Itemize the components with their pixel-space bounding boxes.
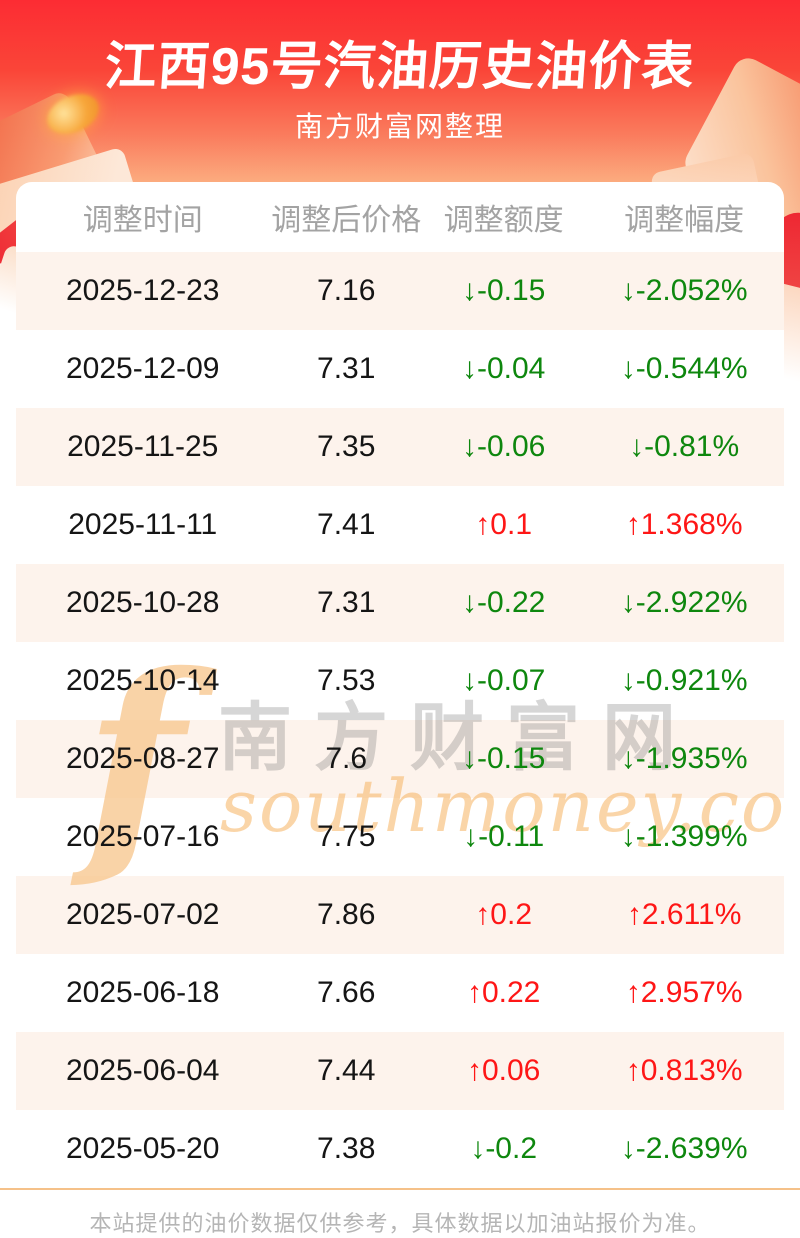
table-row: 2025-10-28 7.31 ↓-0.22 ↓-2.922% [16, 564, 784, 642]
adjust-date-cell: 2025-07-02 [65, 898, 220, 931]
price-cell: 7.44 [317, 1054, 376, 1087]
change-amount-cell: ↑0.22 [466, 976, 541, 1009]
table-row: 2025-06-18 7.66 ↑0.22 ↑2.957% [16, 954, 784, 1032]
change-percent-cell: ↓-2.922% [620, 586, 748, 619]
price-cell: 7.31 [317, 352, 376, 385]
table-row: 2025-12-23 7.16 ↓-0.15 ↓-2.052% [16, 252, 784, 330]
adjust-date-cell: 2025-06-18 [65, 976, 220, 1009]
column-header-adjust-time: 调整时间 [82, 204, 203, 237]
table-header-row: 调整时间 调整后价格 调整额度 调整幅度 [16, 182, 784, 252]
price-cell: 7.53 [317, 664, 376, 697]
page-title: 江西95号汽油历史油价表 [102, 38, 697, 96]
price-cell: 7.6 [325, 742, 368, 775]
change-amount-cell: ↓-0.07 [461, 664, 546, 697]
price-cell: 7.86 [317, 898, 376, 931]
change-amount-cell: ↓-0.04 [461, 352, 546, 385]
column-header-adjusted-price: 调整后价格 [271, 204, 422, 237]
footer-divider [0, 1188, 800, 1190]
adjust-date-cell: 2025-08-27 [65, 742, 220, 775]
adjust-date-cell: 2025-12-23 [65, 274, 220, 307]
page-subtitle: 南方财富网整理 [294, 111, 505, 142]
change-amount-cell: ↑0.2 [475, 898, 533, 931]
change-percent-cell: ↑2.611% [626, 898, 742, 931]
table-row: 2025-12-09 7.31 ↓-0.04 ↓-0.544% [16, 330, 784, 408]
table-row: 2025-10-14 7.53 ↓-0.07 ↓-0.921% [16, 642, 784, 720]
price-cell: 7.66 [317, 976, 376, 1009]
change-percent-cell: ↑1.368% [625, 508, 743, 541]
table-row: 2025-08-27 7.6 ↓-0.15 ↓-1.935% [16, 720, 784, 798]
adjust-date-cell: 2025-12-09 [65, 352, 220, 385]
footer: 本站提供的油价数据仅供参考，具体数据以加油站报价为准。 [0, 1188, 800, 1238]
table-row: 2025-11-11 7.41 ↑0.1 ↑1.368% [16, 486, 784, 564]
adjust-date-cell: 2025-07-16 [65, 820, 220, 853]
change-percent-cell: ↓-1.935% [620, 742, 748, 775]
price-cell: 7.31 [317, 586, 376, 619]
table-row: 2025-07-02 7.86 ↑0.2 ↑2.611% [16, 876, 784, 954]
change-percent-cell: ↓-1.399% [620, 820, 748, 853]
table-row: 2025-05-20 7.38 ↓-0.2 ↓-2.639% [16, 1110, 784, 1188]
price-cell: 7.38 [317, 1132, 376, 1165]
adjust-date-cell: 2025-10-14 [65, 664, 220, 697]
change-percent-cell: ↑2.957% [625, 976, 743, 1009]
change-percent-cell: ↑0.813% [625, 1054, 743, 1087]
change-percent-cell: ↓-0.81% [629, 430, 740, 463]
change-percent-cell: ↓-0.921% [620, 664, 748, 697]
change-amount-cell: ↓-0.06 [461, 430, 546, 463]
column-header-adjust-range: 调整幅度 [624, 204, 745, 237]
change-amount-cell: ↑0.06 [466, 1054, 541, 1087]
adjust-date-cell: 2025-05-20 [65, 1132, 220, 1165]
table-row: 2025-06-04 7.44 ↑0.06 ↑0.813% [16, 1032, 784, 1110]
adjust-date-cell: 2025-11-11 [68, 508, 218, 541]
adjust-date-cell: 2025-06-04 [65, 1054, 220, 1087]
change-amount-cell: ↓-0.15 [461, 274, 546, 307]
change-percent-cell: ↓-0.544% [620, 352, 748, 385]
change-amount-cell: ↓-0.15 [461, 742, 546, 775]
price-cell: 7.75 [317, 820, 376, 853]
price-table-card: 调整时间 调整后价格 调整额度 调整幅度 2025-12-23 7.16 ↓-0… [16, 182, 784, 1188]
table-row: 2025-07-16 7.75 ↓-0.11 ↓-1.399% [16, 798, 784, 876]
change-percent-cell: ↓-2.052% [620, 274, 748, 307]
change-amount-cell: ↓-0.11 [463, 820, 545, 853]
change-amount-cell: ↓-0.22 [461, 586, 546, 619]
change-percent-cell: ↓-2.639% [620, 1132, 748, 1165]
adjust-date-cell: 2025-10-28 [65, 586, 220, 619]
price-cell: 7.35 [317, 430, 376, 463]
price-cell: 7.41 [317, 508, 376, 541]
disclaimer-text: 本站提供的油价数据仅供参考，具体数据以加油站报价为准。 [89, 1211, 711, 1236]
adjust-date-cell: 2025-11-25 [67, 430, 219, 463]
price-cell: 7.16 [317, 274, 376, 307]
column-header-adjust-amount: 调整额度 [443, 204, 564, 237]
change-amount-cell: ↑0.1 [475, 508, 533, 541]
table-row: 2025-11-25 7.35 ↓-0.06 ↓-0.81% [16, 408, 784, 486]
change-amount-cell: ↓-0.2 [470, 1132, 538, 1165]
